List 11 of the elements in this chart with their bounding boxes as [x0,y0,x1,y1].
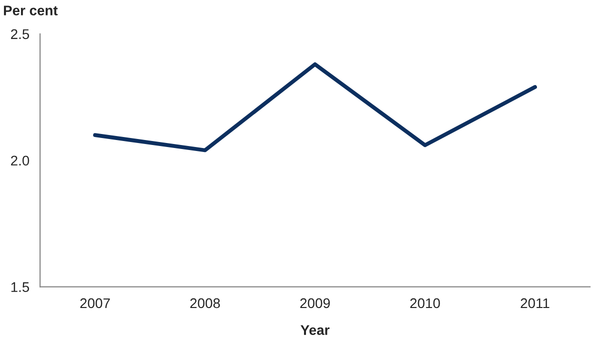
x-tick-label: 2007 [80,298,110,308]
line-series [93,62,537,152]
y-tick-label: 2.0 [11,156,30,166]
x-tick-label: 2010 [410,298,440,308]
y-tick-label: 1.5 [11,282,30,292]
y-tick-label: 2.5 [11,29,30,40]
y-axis-title: Per cent [4,6,58,16]
x-axis-title: Year [300,325,330,335]
x-tick-label: 2008 [190,298,220,308]
x-tick-label: 2011 [520,298,550,308]
x-tick-label: 2009 [300,298,330,308]
